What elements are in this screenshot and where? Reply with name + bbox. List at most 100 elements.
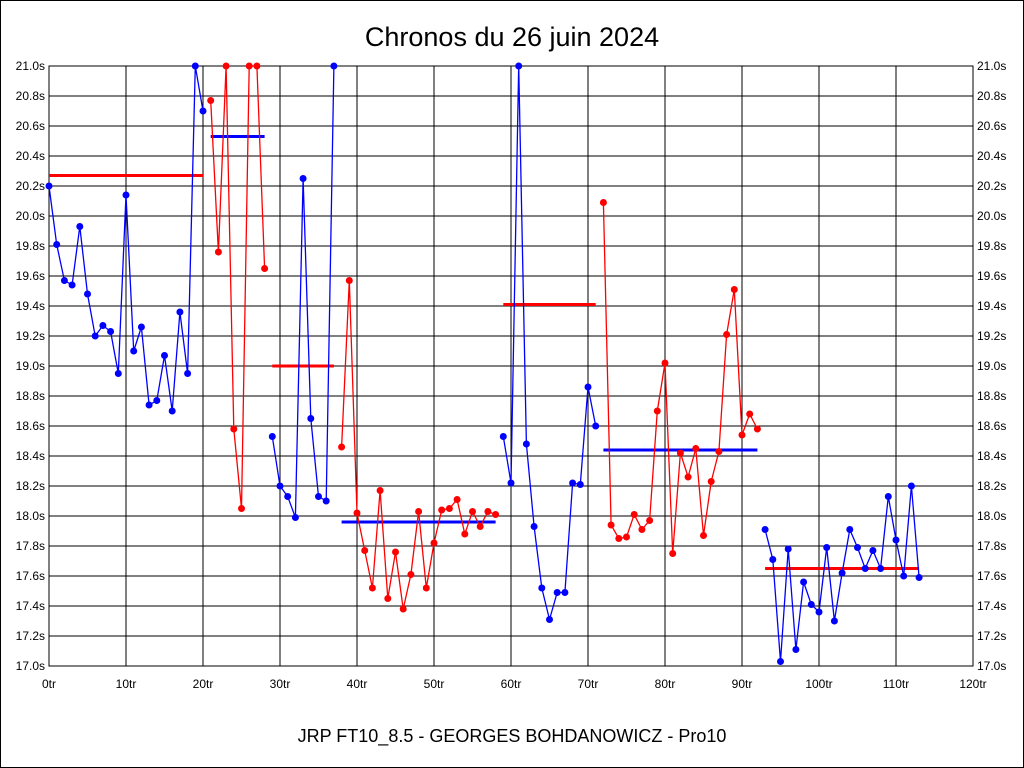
y-tick-label-right: 20.8s	[977, 89, 1006, 103]
data-point	[522, 440, 530, 448]
data-point	[869, 547, 877, 554]
data-point	[45, 182, 53, 190]
y-tick-label-left: 17.6s	[16, 569, 45, 583]
y-tick-label-left: 18.4s	[16, 449, 45, 463]
data-point	[230, 425, 238, 433]
x-tick-label: 70tr	[578, 677, 599, 691]
x-tick-label: 110tr	[883, 677, 909, 691]
y-tick-label-right: 19.8s	[977, 239, 1006, 253]
y-tick-label-right: 17.2s	[977, 629, 1006, 643]
y-tick-label-left: 17.0s	[16, 659, 45, 673]
data-point	[854, 544, 861, 551]
x-tick-label: 40tr	[347, 677, 368, 691]
data-point	[846, 526, 854, 533]
data-point	[730, 286, 738, 293]
y-tick-label-left: 21.0s	[16, 59, 45, 73]
data-point	[792, 646, 800, 653]
data-point	[499, 433, 507, 440]
data-point	[376, 487, 384, 494]
data-point	[145, 401, 153, 409]
data-point	[615, 535, 623, 542]
y-tick-label-left: 20.2s	[16, 179, 45, 193]
data-point	[261, 265, 269, 272]
data-point	[253, 62, 261, 70]
x-tick-label: 90tr	[732, 677, 753, 691]
y-tick-label-right: 20.4s	[977, 149, 1006, 163]
data-point	[299, 175, 307, 182]
data-point	[291, 514, 299, 521]
y-tick-label-right: 20.6s	[977, 119, 1006, 133]
y-tick-label-left: 17.2s	[16, 629, 45, 643]
data-point	[715, 448, 723, 455]
y-tick-label-right: 17.0s	[977, 659, 1006, 673]
data-point	[861, 565, 869, 572]
data-point	[268, 433, 276, 440]
data-point	[153, 397, 161, 404]
data-point	[76, 223, 84, 230]
data-point	[122, 191, 130, 199]
data-point	[137, 323, 145, 331]
data-point	[653, 407, 661, 415]
data-point	[907, 482, 915, 490]
data-point	[407, 571, 415, 578]
data-point	[638, 526, 646, 533]
data-point	[599, 199, 607, 206]
data-point	[199, 107, 207, 115]
data-point	[777, 658, 784, 665]
data-point	[692, 445, 700, 452]
data-point	[84, 290, 91, 298]
y-tick-label-right: 20.0s	[977, 209, 1006, 223]
data-point	[877, 565, 885, 572]
y-tick-label-right: 20.2s	[977, 179, 1006, 193]
y-tick-label-left: 17.8s	[16, 539, 45, 553]
data-point	[746, 410, 754, 418]
data-point	[422, 584, 430, 592]
y-tick-label-left: 18.0s	[16, 509, 45, 523]
y-tick-label-left: 19.6s	[16, 269, 45, 283]
data-point	[68, 281, 76, 289]
data-point	[546, 616, 553, 623]
x-tick-label: 120tr	[959, 677, 986, 691]
data-point	[469, 508, 476, 515]
x-tick-label: 60tr	[501, 677, 522, 691]
data-point	[761, 526, 769, 533]
data-point	[738, 431, 746, 439]
data-point	[676, 449, 684, 457]
data-point	[669, 550, 677, 557]
y-tick-label-left: 18.8s	[16, 389, 45, 403]
data-point	[284, 493, 292, 500]
data-point	[661, 359, 669, 367]
data-point	[561, 589, 569, 596]
y-tick-label-left: 20.6s	[16, 119, 45, 133]
series-group	[45, 62, 923, 665]
data-point	[630, 511, 638, 518]
data-point	[830, 617, 838, 625]
data-point	[161, 352, 168, 359]
data-point	[207, 97, 215, 104]
data-point	[184, 370, 192, 377]
data-point	[553, 589, 561, 596]
data-point	[114, 370, 122, 377]
data-point	[584, 383, 592, 391]
data-point	[607, 521, 615, 529]
data-point	[707, 478, 715, 485]
data-point	[569, 479, 577, 487]
data-point	[245, 62, 253, 70]
data-point	[769, 556, 777, 563]
data-point	[576, 481, 584, 488]
y-tick-label-left: 20.4s	[16, 149, 45, 163]
data-point	[700, 532, 707, 539]
axis-ticks: 0tr 10tr 20tr 30tr 40tr 50tr 60tr 70tr 80tr 90tr 1…	[16, 59, 1007, 691]
data-point	[214, 248, 222, 256]
data-point	[238, 505, 245, 512]
y-tick-label-right: 19.4s	[977, 299, 1006, 313]
data-point	[430, 539, 438, 547]
data-point	[753, 425, 761, 433]
data-point	[322, 497, 330, 505]
y-tick-label-right: 21.0s	[977, 59, 1006, 73]
data-point	[838, 569, 846, 577]
y-tick-label-left: 20.0s	[16, 209, 45, 223]
data-point	[807, 601, 815, 608]
y-tick-label-right: 17.6s	[977, 569, 1006, 583]
data-point	[384, 595, 392, 602]
